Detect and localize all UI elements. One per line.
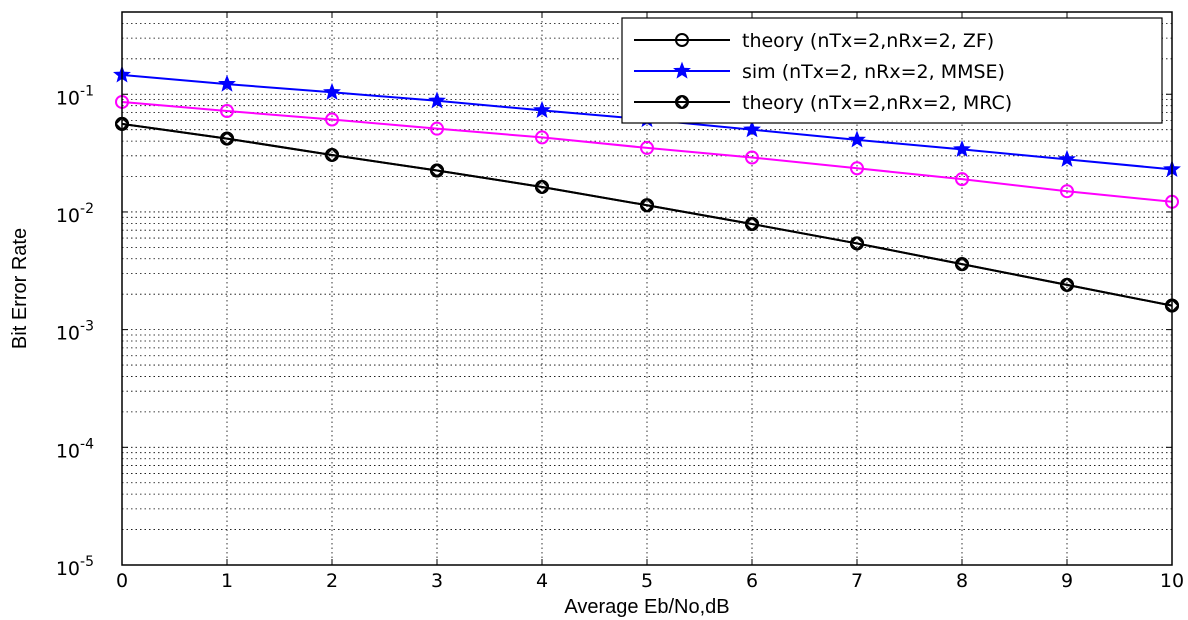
y-tick-label: 10-2	[56, 201, 94, 227]
data-point-diamond	[955, 257, 969, 272]
x-tick-label: 9	[1061, 570, 1073, 592]
data-point	[850, 161, 864, 176]
y-tick-label: 10-3	[56, 319, 94, 345]
data-point-diamond	[220, 131, 234, 146]
data-point	[1058, 149, 1076, 167]
y-tick-exponent: -1	[80, 83, 94, 99]
y-tick-label: 10-4	[56, 436, 94, 462]
x-tick-label: 1	[221, 570, 233, 592]
data-point	[323, 82, 341, 100]
y-axis-label: Bit Error Rate	[9, 228, 31, 349]
y-tick-exponent: -4	[80, 436, 94, 452]
data-point	[640, 140, 654, 155]
legend-entry: theory (nTx=2,nRx=2, MRC)	[634, 92, 1012, 114]
data-point	[325, 112, 339, 127]
data-point	[673, 61, 691, 79]
data-point	[430, 121, 444, 136]
data-point-diamond	[850, 236, 864, 251]
x-tick-label: 0	[116, 570, 128, 592]
data-point	[848, 130, 866, 148]
data-point	[1060, 184, 1074, 199]
data-point	[428, 91, 446, 109]
data-point-diamond	[675, 95, 689, 109]
data-point-diamond	[325, 147, 339, 162]
x-tick-label: 2	[326, 570, 338, 592]
x-tick-label: 6	[746, 570, 758, 592]
y-tick-exponent: -3	[80, 319, 94, 335]
data-point	[743, 120, 761, 138]
data-point-diamond	[745, 217, 759, 231]
series-line	[121, 100, 1173, 203]
y-tick-base: 10	[56, 205, 80, 227]
series-3	[115, 94, 1179, 209]
series-2	[115, 116, 1179, 313]
data-point	[745, 150, 759, 165]
x-tick-label: 5	[641, 570, 653, 592]
y-tick-base: 10	[56, 323, 80, 345]
data-point-diamond	[1060, 277, 1074, 292]
y-tick-exponent: -5	[80, 554, 94, 570]
y-tick-base: 10	[56, 87, 80, 109]
y-tick-base: 10	[56, 558, 80, 580]
legend: theory (nTx=2,nRx=2, ZF) sim (nTx=2, nRx=…	[621, 17, 1163, 124]
data-point-diamond	[430, 163, 444, 178]
data-point	[675, 33, 689, 47]
series-layer	[113, 65, 1181, 313]
y-tick-exponent: -2	[80, 201, 94, 217]
y-tick-base: 10	[56, 440, 80, 462]
data-point	[955, 172, 969, 187]
legend-entry: theory (nTx=2,nRx=2, ZF)	[634, 30, 994, 52]
y-tick-label: 10-5	[56, 554, 94, 580]
legend-label: sim (nTx=2, nRx=2, MMSE)	[742, 61, 1005, 83]
x-axis-label: Average Eb/No,dB	[564, 596, 729, 618]
data-point	[953, 139, 971, 158]
x-tick-label: 4	[536, 570, 548, 592]
y-tick-label: 10-1	[56, 83, 94, 109]
data-point	[533, 100, 551, 118]
x-tick-label: 7	[851, 570, 863, 592]
x-tick-label: 10	[1160, 570, 1184, 592]
legend-label: theory (nTx=2,nRx=2, ZF)	[742, 30, 994, 52]
series-line	[121, 122, 1173, 307]
x-tick-label: 8	[956, 570, 968, 592]
legend-label: theory (nTx=2,nRx=2, MRC)	[742, 92, 1012, 114]
data-point	[218, 74, 236, 92]
x-tick-label: 3	[431, 570, 443, 592]
data-point-diamond	[640, 198, 654, 213]
legend-entry: sim (nTx=2, nRx=2, MMSE)	[634, 61, 1005, 83]
data-point	[220, 104, 234, 119]
data-point-diamond	[535, 179, 549, 194]
data-point	[535, 130, 549, 145]
